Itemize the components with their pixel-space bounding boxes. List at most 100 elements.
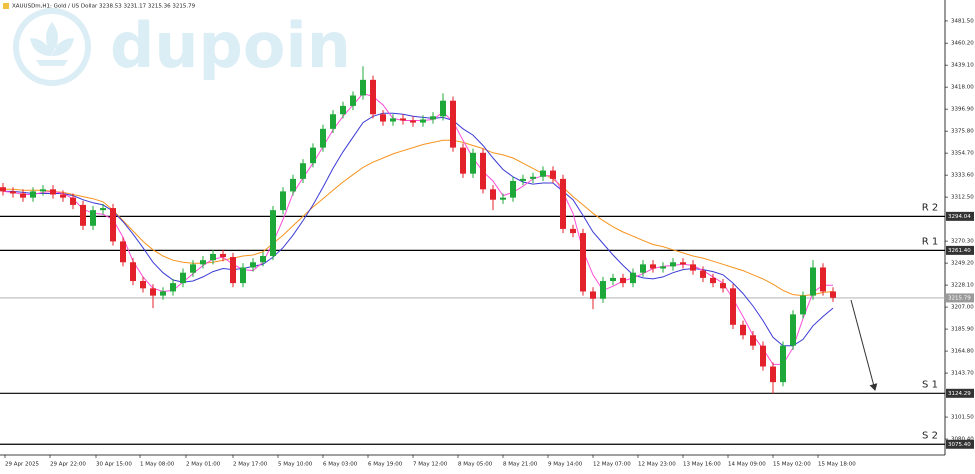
candle-body [210, 253, 216, 261]
price-tag-label: 3215.79 [948, 295, 971, 301]
candle-body [480, 152, 486, 190]
candle-body [10, 191, 16, 194]
logo-mark [30, 22, 74, 66]
moving-average [3, 139, 834, 297]
y-tick-label: 3185.90 [951, 327, 974, 333]
level-name: S 1 [922, 379, 938, 390]
price-tag-label: 3075.40 [948, 442, 971, 448]
axis-labels: 3481.50 3460.20 3439.10 3418.00 3396.90 3375.… [4, 18, 974, 468]
candle-body [490, 189, 496, 200]
x-tick-label: 2 May 01:00 [186, 462, 221, 468]
candle-body [780, 345, 786, 383]
candle-body [100, 208, 106, 211]
candle-body [580, 233, 586, 292]
x-tick-label: 12 May 23:00 [638, 462, 676, 468]
candle-body [180, 272, 186, 284]
candle-body [670, 262, 676, 267]
moving-average [2, 92, 833, 365]
watermark-text: dupoin [110, 9, 351, 82]
candle-body [60, 194, 66, 198]
y-tick-label: 3396.90 [951, 107, 974, 113]
candle-body [700, 270, 706, 278]
candle-body [200, 260, 206, 265]
price-tag-label: 3294.04 [948, 214, 971, 220]
x-tick-label: 29 Apr 22:00 [50, 462, 86, 468]
candle-body [750, 335, 756, 346]
candle-body [510, 180, 516, 198]
candle-body [730, 288, 736, 325]
x-tick-label: 8 May 21:00 [503, 462, 538, 468]
price-tag-label: 3124.29 [948, 391, 971, 397]
y-tick-label: 3354.70 [951, 151, 974, 157]
candle-body [110, 208, 116, 242]
candle-body [50, 189, 56, 195]
price-tag [946, 388, 974, 398]
candle-body [310, 147, 316, 164]
candle-body [270, 210, 276, 257]
price-tag [946, 245, 974, 255]
candle-body [350, 95, 356, 106]
y-tick-label: 3164.80 [951, 349, 974, 355]
y-tick-label: 3375.80 [951, 129, 974, 135]
candle-body [460, 147, 466, 174]
candle-body [550, 170, 556, 179]
price-tag [946, 293, 974, 303]
candle-body [650, 264, 656, 269]
x-tick-label: 15 May 02:00 [773, 462, 811, 468]
candle-body [120, 241, 126, 263]
candle-body [710, 277, 716, 284]
candle-body [770, 366, 776, 383]
candle-body [0, 187, 6, 192]
x-tick-label: 6 May 03:00 [323, 462, 358, 468]
price-tag-label: 3261.40 [948, 248, 971, 254]
candle-body [160, 291, 166, 296]
candle-body [560, 178, 566, 229]
candle-body [390, 118, 396, 122]
price-tag [946, 211, 974, 221]
candle-body [360, 79, 366, 96]
candle-body [660, 266, 666, 269]
y-tick-label: 3481.50 [951, 18, 974, 24]
candle-body [690, 264, 696, 271]
candle-body [430, 116, 436, 120]
candle-body [820, 267, 826, 292]
candle-body [520, 178, 526, 181]
level-name: R 2 [922, 202, 939, 213]
x-tick-label: 2 May 17:00 [233, 462, 268, 468]
candle-body [610, 277, 616, 282]
y-tick-label: 3207.00 [951, 305, 974, 311]
candles [0, 66, 836, 394]
candle-body [420, 119, 426, 123]
moving-averages [2, 92, 834, 365]
moving-average [3, 112, 834, 347]
x-tick-label: 15 May 18:00 [818, 462, 856, 468]
chart-title: XAUUSDm,H1: Gold / US Dollar 3238.53 323… [12, 4, 196, 10]
y-tick-label: 3418.00 [951, 85, 974, 91]
price-tag [946, 439, 974, 449]
x-tick-label: 6 May 19:00 [368, 462, 403, 468]
candle-body [500, 197, 506, 200]
candle-body [450, 100, 456, 148]
candle-body [260, 256, 266, 263]
candle-body [320, 128, 326, 148]
candle-body [740, 324, 746, 336]
candle-body [130, 262, 136, 282]
y-tick-label: 3312.50 [951, 195, 974, 201]
candle-body [30, 191, 36, 198]
x-tick-label: 8 May 05:00 [458, 462, 493, 468]
candle-body [340, 105, 346, 115]
candle-body [220, 253, 226, 258]
x-tick-label: 9 May 14:00 [548, 462, 583, 468]
y-tick-label: 3143.70 [951, 371, 974, 377]
logo-ring [13, 8, 91, 86]
candle-body [630, 272, 636, 284]
x-tick-label: 7 May 12:00 [413, 462, 448, 468]
candle-body [80, 204, 86, 226]
y-tick-label: 3439.10 [951, 63, 974, 69]
candle-body [70, 197, 76, 205]
candle-body [150, 288, 156, 296]
candle-body [240, 267, 246, 284]
candle-body [590, 291, 596, 299]
candle-body [40, 189, 46, 192]
